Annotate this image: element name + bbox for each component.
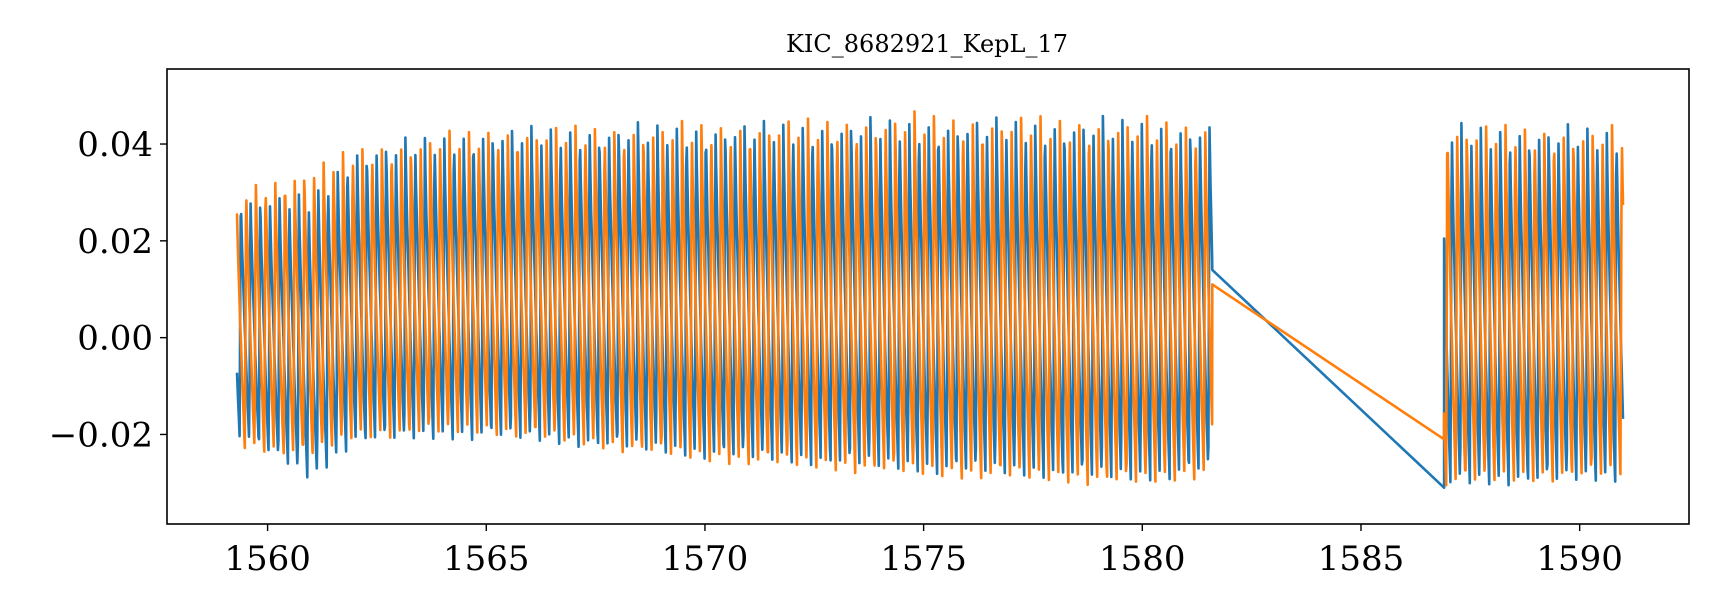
x-tick-label: 1565	[443, 539, 530, 579]
series-lines	[235, 110, 1625, 489]
x-tick-label: 1590	[1536, 539, 1623, 579]
y-tick-label: 0.02	[77, 222, 153, 262]
chart-title: KIC_8682921_KepL_17	[786, 30, 1068, 58]
y-tick-label: 0.04	[77, 125, 153, 165]
y-axis: −0.02 0.00 0.02 0.04	[49, 125, 167, 455]
y-tick-label: 0.00	[77, 319, 153, 359]
x-tick-label: 1570	[662, 539, 749, 579]
series-line-orange	[235, 110, 1625, 487]
x-tick-label: 1560	[224, 539, 311, 579]
x-axis: 1560 1565 1570 1575 1580 1585 1590	[224, 524, 1623, 579]
x-tick-label: 1580	[1099, 539, 1186, 579]
x-tick-label: 1575	[880, 539, 967, 579]
plot-frame	[166, 68, 1690, 525]
x-tick-label: 1585	[1318, 539, 1405, 579]
y-tick-label: −0.02	[49, 415, 153, 455]
